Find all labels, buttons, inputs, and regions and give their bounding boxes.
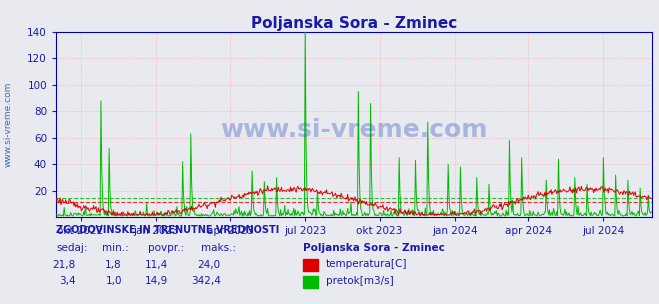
Text: 1,0: 1,0	[105, 276, 122, 286]
Text: 21,8: 21,8	[53, 260, 76, 270]
Text: 3,4: 3,4	[59, 276, 76, 286]
Text: 1,8: 1,8	[105, 260, 122, 270]
Title: Poljanska Sora - Zminec: Poljanska Sora - Zminec	[251, 16, 457, 31]
Text: 342,4: 342,4	[191, 276, 221, 286]
Text: Poljanska Sora - Zminec: Poljanska Sora - Zminec	[303, 243, 445, 253]
Text: min.:: min.:	[102, 243, 129, 253]
Text: temperatura[C]: temperatura[C]	[326, 260, 407, 269]
Text: www.si-vreme.com: www.si-vreme.com	[221, 118, 488, 142]
Text: pretok[m3/s]: pretok[m3/s]	[326, 276, 393, 286]
Text: 14,9: 14,9	[145, 276, 168, 286]
Text: maks.:: maks.:	[201, 243, 236, 253]
Text: 11,4: 11,4	[145, 260, 168, 270]
Text: povpr.:: povpr.:	[148, 243, 185, 253]
Text: ZGODOVINSKE IN TRENUTNE VREDNOSTI: ZGODOVINSKE IN TRENUTNE VREDNOSTI	[56, 225, 279, 235]
Text: sedaj:: sedaj:	[56, 243, 88, 253]
Text: 24,0: 24,0	[198, 260, 221, 270]
Text: www.si-vreme.com: www.si-vreme.com	[3, 82, 13, 167]
